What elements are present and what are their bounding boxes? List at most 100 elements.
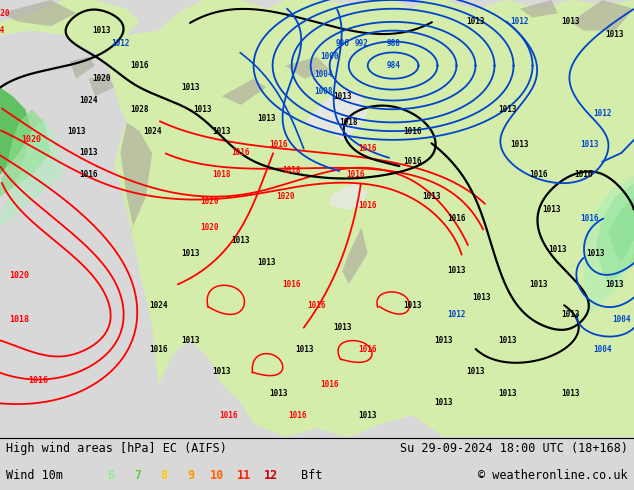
Text: 1016: 1016 bbox=[149, 345, 168, 354]
Text: 1013: 1013 bbox=[181, 83, 200, 92]
Text: 1013: 1013 bbox=[333, 323, 352, 332]
Text: 1020: 1020 bbox=[276, 192, 295, 201]
Text: 988: 988 bbox=[386, 39, 400, 48]
Text: 1012: 1012 bbox=[111, 39, 130, 48]
Polygon shape bbox=[0, 0, 634, 437]
Text: 1016: 1016 bbox=[403, 126, 422, 136]
Text: 1013: 1013 bbox=[79, 148, 98, 157]
Text: 1013: 1013 bbox=[498, 337, 517, 345]
Polygon shape bbox=[342, 227, 368, 284]
Text: 1024: 1024 bbox=[149, 301, 168, 311]
Polygon shape bbox=[0, 87, 32, 175]
Text: Wind 10m: Wind 10m bbox=[6, 468, 63, 482]
Text: 1012: 1012 bbox=[510, 17, 529, 26]
Text: 1016: 1016 bbox=[79, 171, 98, 179]
Text: 14: 14 bbox=[0, 26, 4, 35]
Text: 1013: 1013 bbox=[498, 389, 517, 398]
Text: 6: 6 bbox=[107, 468, 115, 482]
Polygon shape bbox=[285, 57, 330, 79]
Text: 1013: 1013 bbox=[403, 301, 422, 311]
Text: 1016: 1016 bbox=[403, 157, 422, 166]
Polygon shape bbox=[0, 109, 51, 196]
Text: 1013: 1013 bbox=[181, 337, 200, 345]
Text: 1013: 1013 bbox=[586, 249, 605, 258]
Text: 1016: 1016 bbox=[288, 411, 307, 420]
Text: 11: 11 bbox=[237, 468, 251, 482]
Text: Bft: Bft bbox=[301, 468, 322, 482]
Text: 996: 996 bbox=[335, 39, 349, 48]
Text: 992: 992 bbox=[354, 39, 368, 48]
Polygon shape bbox=[609, 196, 634, 262]
Text: 1013: 1013 bbox=[333, 92, 352, 100]
Polygon shape bbox=[0, 118, 63, 227]
Text: 1016: 1016 bbox=[282, 280, 301, 289]
Text: 1013: 1013 bbox=[257, 258, 276, 267]
Text: 1013: 1013 bbox=[529, 280, 548, 289]
Text: 984: 984 bbox=[386, 61, 400, 70]
Text: 1016: 1016 bbox=[346, 171, 365, 179]
Text: 1016: 1016 bbox=[307, 301, 327, 311]
Text: 1016: 1016 bbox=[320, 380, 339, 389]
Polygon shape bbox=[304, 87, 368, 140]
Polygon shape bbox=[571, 0, 634, 30]
Text: 1024: 1024 bbox=[143, 126, 162, 136]
Text: 1016: 1016 bbox=[574, 171, 593, 179]
Text: 1016: 1016 bbox=[447, 214, 466, 223]
Text: Su 29-09-2024 18:00 UTC (18+168): Su 29-09-2024 18:00 UTC (18+168) bbox=[399, 442, 628, 455]
Text: 1013: 1013 bbox=[212, 126, 231, 136]
Text: 1013: 1013 bbox=[358, 411, 377, 420]
Text: 1013: 1013 bbox=[542, 205, 561, 214]
Polygon shape bbox=[330, 184, 368, 210]
Text: 1013: 1013 bbox=[231, 236, 250, 245]
Text: 1004: 1004 bbox=[314, 70, 333, 79]
Text: 1013: 1013 bbox=[561, 17, 580, 26]
Text: 1016: 1016 bbox=[358, 201, 377, 210]
Text: 1013: 1013 bbox=[181, 249, 200, 258]
Polygon shape bbox=[520, 0, 558, 18]
Text: 1013: 1013 bbox=[67, 126, 86, 136]
Text: 1013: 1013 bbox=[561, 389, 580, 398]
Text: 1016: 1016 bbox=[580, 214, 599, 223]
Text: 8: 8 bbox=[160, 468, 168, 482]
Text: 1013: 1013 bbox=[498, 105, 517, 114]
Text: 1016: 1016 bbox=[130, 61, 149, 70]
Text: 1013: 1013 bbox=[466, 17, 485, 26]
Text: 1013: 1013 bbox=[193, 105, 212, 114]
Text: High wind areas [hPa] EC (AIFS): High wind areas [hPa] EC (AIFS) bbox=[6, 442, 227, 455]
Text: 1013: 1013 bbox=[434, 397, 453, 407]
Text: 7: 7 bbox=[134, 468, 141, 482]
Text: 1028: 1028 bbox=[130, 105, 149, 114]
Text: 1018: 1018 bbox=[282, 166, 301, 175]
Polygon shape bbox=[596, 184, 634, 284]
Text: 1013: 1013 bbox=[510, 140, 529, 149]
Text: 1013: 1013 bbox=[434, 337, 453, 345]
Text: 1013: 1013 bbox=[212, 367, 231, 376]
Text: 1018: 1018 bbox=[9, 315, 29, 323]
Text: 1004: 1004 bbox=[593, 345, 612, 354]
Text: 1008: 1008 bbox=[314, 87, 333, 97]
Polygon shape bbox=[89, 74, 114, 96]
Polygon shape bbox=[583, 175, 634, 315]
Polygon shape bbox=[70, 57, 95, 79]
Text: 1013: 1013 bbox=[561, 310, 580, 319]
Text: 1013: 1013 bbox=[580, 140, 599, 149]
Text: 1016: 1016 bbox=[358, 345, 377, 354]
Text: 1020: 1020 bbox=[92, 74, 111, 83]
Text: 1016: 1016 bbox=[231, 148, 250, 157]
Text: 10: 10 bbox=[210, 468, 224, 482]
Text: 1013: 1013 bbox=[92, 26, 111, 35]
Text: 1004: 1004 bbox=[612, 315, 631, 323]
Polygon shape bbox=[222, 79, 266, 105]
Text: 1013: 1013 bbox=[447, 267, 466, 275]
Text: 1013: 1013 bbox=[295, 345, 314, 354]
Text: 1013: 1013 bbox=[257, 114, 276, 122]
Text: © weatheronline.co.uk: © weatheronline.co.uk bbox=[478, 468, 628, 482]
Polygon shape bbox=[120, 122, 152, 241]
Text: 1012: 1012 bbox=[447, 310, 466, 319]
Text: 1016: 1016 bbox=[219, 411, 238, 420]
Text: 1016: 1016 bbox=[358, 144, 377, 153]
Text: 1020: 1020 bbox=[22, 135, 42, 145]
Text: 1013: 1013 bbox=[605, 280, 624, 289]
Text: 12: 12 bbox=[264, 468, 278, 482]
Text: 9: 9 bbox=[187, 468, 195, 482]
